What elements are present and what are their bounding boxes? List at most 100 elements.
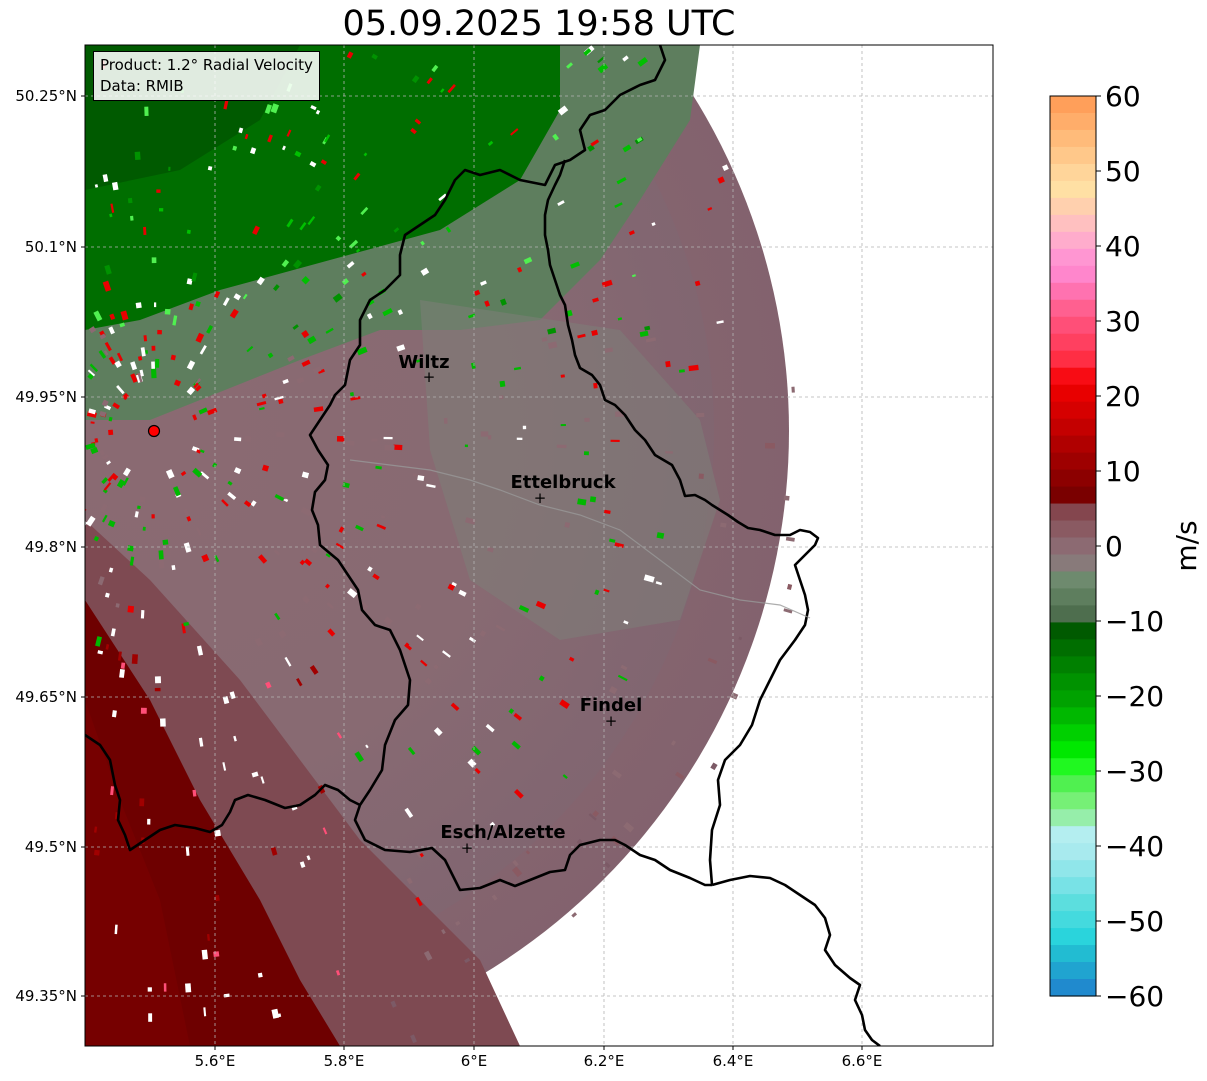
colorbar-segment xyxy=(1050,214,1096,233)
colorbar-segment xyxy=(1050,401,1096,420)
radar-site-marker xyxy=(147,424,161,438)
colorbar-tick-label: 10 xyxy=(1105,455,1141,488)
colorbar-unit-label: m/s xyxy=(1170,520,1203,571)
colorbar-tick-label: −20 xyxy=(1105,680,1164,713)
colorbar-tick-label: 30 xyxy=(1105,305,1141,338)
colorbar-segment xyxy=(1050,197,1096,216)
colorbar-segment xyxy=(1050,758,1096,776)
colorbar-tick-label: 50 xyxy=(1105,155,1141,188)
colorbar-segment xyxy=(1050,112,1096,131)
colorbar-segment xyxy=(1050,520,1096,539)
lat-tick-label: 49.95°N xyxy=(15,388,77,406)
ettelbruck-marker: + xyxy=(534,489,547,507)
colorbar-segment xyxy=(1050,605,1096,624)
colorbar-segment xyxy=(1050,469,1096,488)
colorbar-segment xyxy=(1050,96,1096,114)
colorbar-segment xyxy=(1050,724,1096,742)
colorbar-tick-label: −60 xyxy=(1105,980,1164,1013)
lat-tick-label: 49.65°N xyxy=(15,688,77,706)
colorbar-segment xyxy=(1050,129,1096,148)
lon-tick-label: 6.6°E xyxy=(842,1052,883,1070)
colorbar-segment xyxy=(1050,690,1096,708)
colorbar-segment xyxy=(1050,180,1096,199)
colorbar-segment xyxy=(1050,894,1096,912)
colorbar-segment xyxy=(1050,979,1096,997)
colorbar xyxy=(1050,95,1101,997)
lat-tick-label: 49.8°N xyxy=(25,538,77,556)
map-title: 05.09.2025 19:58 UTC xyxy=(342,4,736,44)
colorbar-segment xyxy=(1050,384,1096,403)
colorbar-segment xyxy=(1050,792,1096,810)
city-label-findel: Findel xyxy=(580,695,643,716)
lat-tick-label: 50.1°N xyxy=(25,238,77,256)
colorbar-segment xyxy=(1050,860,1096,878)
colorbar-segment xyxy=(1050,265,1096,284)
colorbar-segment xyxy=(1050,316,1096,335)
city-label-wiltz: Wiltz xyxy=(398,352,449,373)
city-label-ettelbruck: Ettelbruck xyxy=(510,472,616,493)
colorbar-tick-label: −40 xyxy=(1105,830,1164,863)
colorbar-segment xyxy=(1050,537,1096,556)
colorbar-segment xyxy=(1050,877,1096,895)
city-markers: + Wiltz + Ettelbruck + Findel + Esch/Alz… xyxy=(398,352,642,857)
lon-tick-label: 5.6°E xyxy=(195,1052,236,1070)
lon-tick-label: 6.2°E xyxy=(584,1052,625,1070)
longitude-tick-labels: 5.6°E 5.8°E 6°E 6.2°E 6.4°E 6.6°E xyxy=(195,1046,883,1070)
colorbar-tick-label: 0 xyxy=(1105,530,1123,563)
colorbar-segment xyxy=(1050,588,1096,607)
lat-tick-label: 49.5°N xyxy=(25,838,77,856)
lon-tick-label: 5.8°E xyxy=(324,1052,365,1070)
colorbar-segment xyxy=(1050,962,1096,980)
colorbar-segment xyxy=(1050,945,1096,963)
colorbar-segment xyxy=(1050,248,1096,267)
wiltz-marker: + xyxy=(423,368,436,386)
colorbar-segment xyxy=(1050,707,1096,725)
colorbar-segment xyxy=(1050,911,1096,929)
colorbar-segment xyxy=(1050,367,1096,386)
map-frame xyxy=(84,44,994,1047)
colorbar-segment xyxy=(1050,486,1096,505)
colorbar-segment xyxy=(1050,231,1096,250)
colorbar-tick-label: −30 xyxy=(1105,755,1164,788)
latitude-tick-labels: 50.25°N 50.1°N 49.95°N 49.8°N 49.65°N 49… xyxy=(15,87,85,1005)
colorbar-segment xyxy=(1050,809,1096,827)
colorbar-segment xyxy=(1050,928,1096,946)
lat-tick-label: 50.25°N xyxy=(15,87,77,105)
product-info-box: Product: 1.2° Radial Velocity Data: RMIB xyxy=(93,51,320,101)
colorbar-segment xyxy=(1050,622,1096,640)
lon-tick-label: 6.4°E xyxy=(713,1052,754,1070)
colorbar-segment xyxy=(1050,418,1096,437)
colorbar-segment xyxy=(1050,826,1096,844)
colorbar-segment xyxy=(1050,333,1096,352)
lat-tick-label: 49.35°N xyxy=(15,987,77,1005)
colorbar-segment xyxy=(1050,163,1096,182)
colorbar-tick-label: 60 xyxy=(1105,80,1141,113)
colorbar-tick-label: −10 xyxy=(1105,605,1164,638)
esch-marker: + xyxy=(461,839,474,857)
colorbar-tick-label: 20 xyxy=(1105,380,1141,413)
colorbar-segment xyxy=(1050,350,1096,369)
colorbar-segment xyxy=(1050,146,1096,165)
colorbar-segment xyxy=(1050,775,1096,793)
data-source-label: Data: RMIB xyxy=(100,77,184,95)
lon-tick-label: 6°E xyxy=(461,1052,488,1070)
colorbar-frame xyxy=(1049,95,1097,997)
colorbar-segment xyxy=(1050,741,1096,759)
colorbar-segment xyxy=(1050,554,1096,573)
colorbar-segment xyxy=(1050,843,1096,861)
colorbar-segment xyxy=(1050,656,1096,674)
country-borders xyxy=(85,45,881,1046)
colorbar-segment xyxy=(1050,503,1096,522)
colorbar-segment xyxy=(1050,673,1096,691)
colorbar-tick-label: 40 xyxy=(1105,230,1141,263)
colorbar-segment xyxy=(1050,282,1096,301)
product-label: Product: 1.2° Radial Velocity xyxy=(100,56,313,74)
city-label-esch: Esch/Alzette xyxy=(440,822,565,843)
findel-marker: + xyxy=(605,712,618,730)
colorbar-segment xyxy=(1050,452,1096,471)
colorbar-tick-labels: 60 50 40 30 20 10 0 −10 −20 −30 −40 −50 … xyxy=(1105,80,1164,1013)
colorbar-segment xyxy=(1050,571,1096,590)
colorbar-segment xyxy=(1050,639,1096,657)
colorbar-segment xyxy=(1050,299,1096,318)
